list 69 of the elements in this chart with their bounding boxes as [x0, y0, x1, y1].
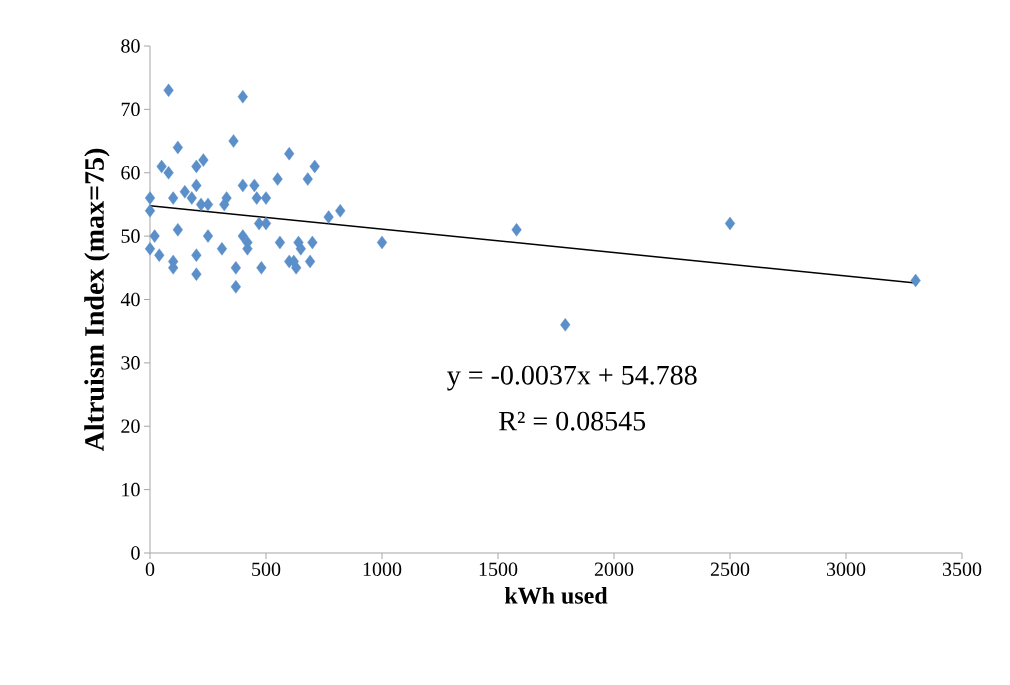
- y-tick-label: 30: [121, 356, 140, 370]
- point: [168, 191, 179, 205]
- point: [251, 191, 262, 205]
- annotation: y = -0.0037x + 54.788: [447, 365, 697, 391]
- point: [191, 248, 202, 262]
- point: [295, 242, 306, 256]
- point: [144, 191, 156, 205]
- x-axis-title: kWh used: [504, 586, 608, 604]
- point: [302, 172, 313, 186]
- y-tick-label: 0: [131, 546, 140, 560]
- point: [191, 267, 202, 281]
- x-tick-label: 1500: [479, 562, 518, 577]
- point: [163, 166, 174, 180]
- point: [560, 318, 571, 332]
- point: [172, 223, 183, 237]
- point: [219, 197, 230, 212]
- y-tick-label: 80: [121, 39, 140, 53]
- x-tick-label: 3500: [942, 562, 982, 577]
- point: [230, 280, 241, 294]
- point: [260, 191, 272, 205]
- point: [237, 89, 248, 104]
- point: [724, 216, 736, 231]
- point: [163, 83, 174, 98]
- point: [260, 216, 272, 231]
- point: [191, 178, 202, 193]
- point: [154, 248, 165, 262]
- point: [376, 235, 388, 250]
- point: [198, 153, 209, 167]
- y-tick-label: 20: [121, 419, 140, 433]
- point: [202, 229, 214, 243]
- point: [156, 159, 167, 174]
- point: [144, 204, 156, 218]
- point: [149, 229, 160, 243]
- point: [307, 235, 318, 250]
- point: [511, 223, 522, 237]
- x-tick-label: 2000: [594, 562, 634, 577]
- point: [910, 273, 921, 288]
- y-tick-label: 40: [120, 292, 140, 307]
- point: [291, 261, 302, 275]
- y-tick-label: 50: [121, 229, 140, 243]
- point: [237, 178, 248, 193]
- y-tick-label: 70: [121, 102, 140, 117]
- y-tick-label: 10: [122, 482, 140, 497]
- point: [186, 191, 197, 205]
- point: [272, 172, 283, 186]
- point: [309, 159, 320, 174]
- annotation: R² = 0.08545: [499, 411, 646, 431]
- point: [172, 140, 183, 155]
- point: [191, 159, 202, 174]
- point: [228, 134, 239, 148]
- x-tick-label: 0: [145, 562, 155, 577]
- point: [249, 178, 260, 193]
- point: [335, 204, 346, 218]
- y-tick-label: 60: [121, 166, 140, 180]
- point: [323, 210, 334, 224]
- x-tick-label: 500: [252, 562, 281, 577]
- point: [230, 261, 241, 275]
- x-tick-label: 3000: [826, 562, 866, 577]
- point: [216, 242, 227, 256]
- point: [274, 235, 285, 250]
- point: [144, 242, 156, 256]
- point: [256, 261, 267, 275]
- point: [305, 254, 316, 269]
- x-tick-label: 1000: [363, 562, 402, 577]
- y-axis-title: Altruism Index (max=75): [84, 148, 110, 452]
- x-tick-label: 2500: [710, 562, 750, 577]
- point: [202, 197, 214, 212]
- point: [284, 147, 295, 161]
- point: [179, 185, 190, 199]
